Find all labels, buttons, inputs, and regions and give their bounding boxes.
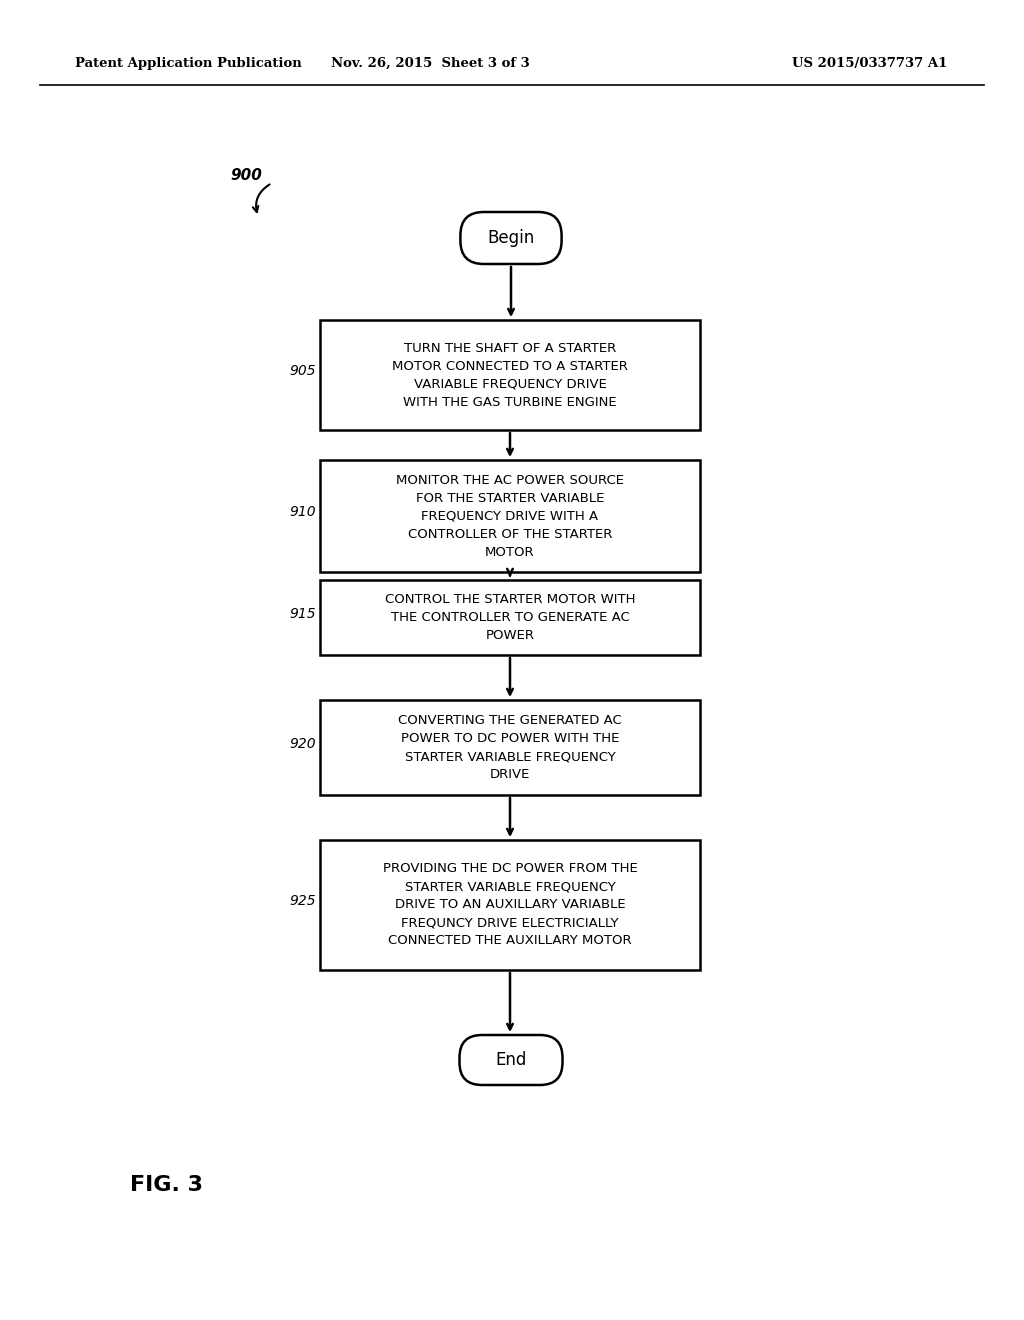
FancyBboxPatch shape — [460, 1035, 562, 1085]
Text: Patent Application Publication: Patent Application Publication — [75, 57, 302, 70]
Text: CONTROL THE STARTER MOTOR WITH
THE CONTROLLER TO GENERATE AC
POWER: CONTROL THE STARTER MOTOR WITH THE CONTR… — [385, 593, 635, 642]
Bar — [319, 579, 700, 655]
Text: FIG. 3: FIG. 3 — [130, 1175, 203, 1195]
Text: US 2015/0337737 A1: US 2015/0337737 A1 — [793, 57, 947, 70]
Text: 910: 910 — [290, 506, 316, 519]
Bar — [319, 319, 700, 430]
Text: MONITOR THE AC POWER SOURCE
FOR THE STARTER VARIABLE
FREQUENCY DRIVE WITH A
CONT: MONITOR THE AC POWER SOURCE FOR THE STAR… — [396, 474, 624, 558]
Text: Nov. 26, 2015  Sheet 3 of 3: Nov. 26, 2015 Sheet 3 of 3 — [331, 57, 529, 70]
Text: TURN THE SHAFT OF A STARTER
MOTOR CONNECTED TO A STARTER
VARIABLE FREQUENCY DRIV: TURN THE SHAFT OF A STARTER MOTOR CONNEC… — [392, 342, 628, 408]
Bar — [319, 840, 700, 970]
Bar — [319, 700, 700, 795]
Bar — [319, 459, 700, 572]
Text: PROVIDING THE DC POWER FROM THE
STARTER VARIABLE FREQUENCY
DRIVE TO AN AUXILLARY: PROVIDING THE DC POWER FROM THE STARTER … — [383, 862, 637, 948]
Text: 900: 900 — [230, 168, 262, 182]
Text: End: End — [496, 1051, 526, 1069]
Text: 905: 905 — [290, 364, 316, 378]
Text: Begin: Begin — [487, 228, 535, 247]
Text: 920: 920 — [290, 737, 316, 751]
Text: CONVERTING THE GENERATED AC
POWER TO DC POWER WITH THE
STARTER VARIABLE FREQUENC: CONVERTING THE GENERATED AC POWER TO DC … — [398, 714, 622, 781]
FancyBboxPatch shape — [461, 213, 561, 264]
Text: 915: 915 — [290, 606, 316, 620]
Text: 925: 925 — [290, 894, 316, 908]
